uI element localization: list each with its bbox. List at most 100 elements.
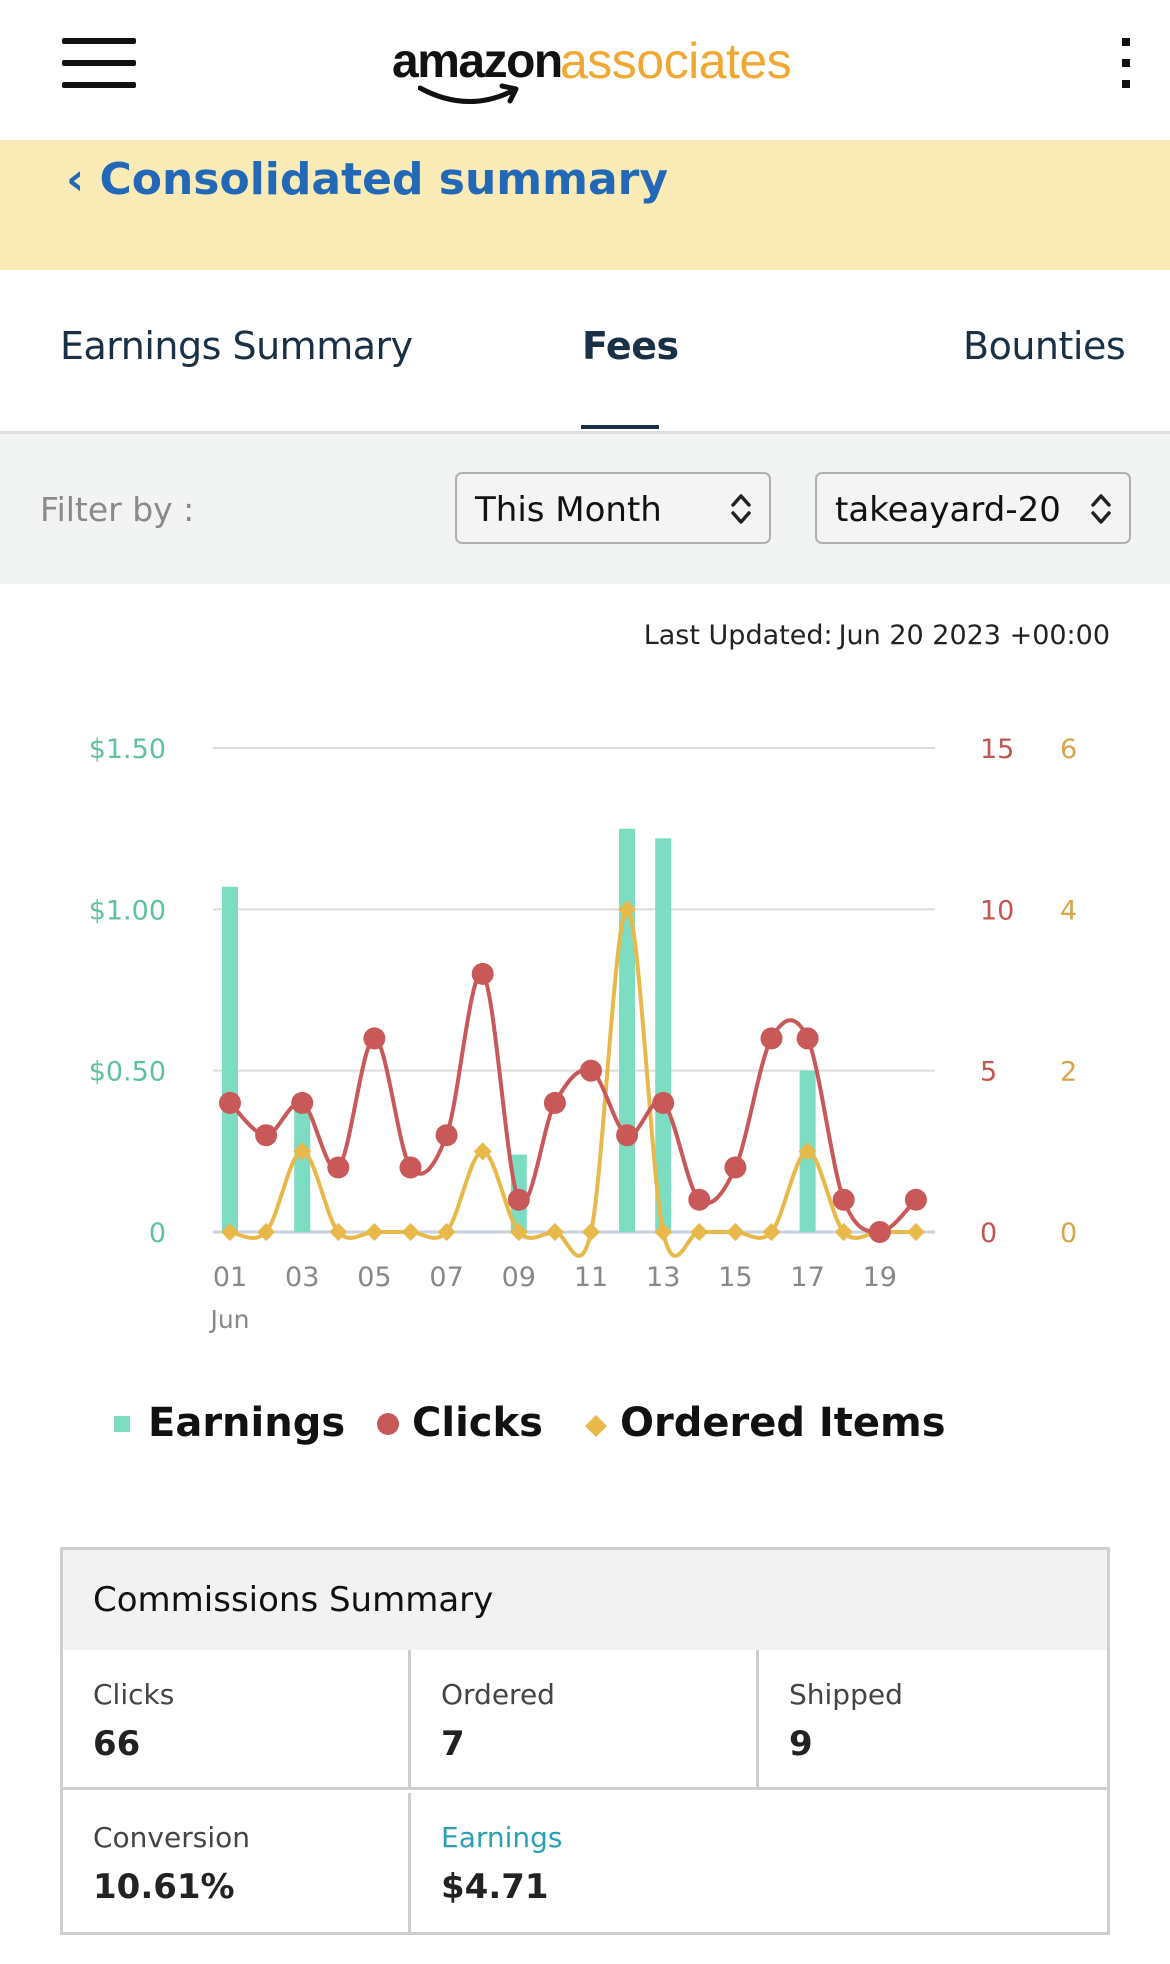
summary-conversion: Conversion 10.61% [63,1793,411,1933]
earnings-bar[interactable] [655,838,672,1232]
ordered-items-point[interactable] [329,1223,348,1241]
ordered-items-point[interactable] [257,1223,276,1241]
earnings-bar[interactable] [294,1106,311,1232]
clicks-point[interactable] [543,1091,566,1114]
summary-earnings: Earnings $4.71 [411,1793,759,1933]
clicks-point[interactable] [327,1156,350,1179]
tab-bounties[interactable]: Bounties [963,324,1126,368]
clicks-point[interactable] [652,1091,675,1114]
ordered-items-point[interactable] [401,1223,420,1241]
consolidated-summary-banner: ‹ Consolidated summary [0,140,1170,270]
ordered-items-point[interactable] [582,1223,600,1241]
last-updated-label: Last Updated: [643,620,833,651]
clicks-point[interactable] [255,1124,278,1147]
report-tabs: Earnings Summary Fees Bounties [0,270,1170,434]
clicks-point[interactable] [399,1156,422,1179]
clicks-point[interactable] [507,1188,530,1211]
clicks-point[interactable] [219,1091,241,1114]
summary-header: Commissions Summary [63,1550,1107,1650]
hamburger-icon[interactable] [62,38,136,88]
ordered-items-point[interactable] [221,1223,239,1241]
clicks-point[interactable] [688,1188,711,1211]
x-axis-tick-label: 17 [790,1262,824,1293]
clicks-value: 66 [93,1724,141,1764]
period-select-value: This Month [475,490,662,530]
ordered-items-point[interactable] [834,1223,853,1241]
earnings-bar[interactable] [619,828,636,1232]
clicks-point[interactable] [363,1027,386,1050]
updown-chevron-icon [731,494,751,524]
ordered-items-point[interactable] [762,1223,781,1241]
earnings-bar[interactable] [222,886,238,1232]
ordered-items-point[interactable] [726,1223,745,1241]
right-axis-clicks-tick-label: 5 [980,1057,997,1088]
x-axis-tick-label: 07 [429,1262,463,1293]
right-axis-ordered-tick-label: 4 [1060,895,1077,926]
tab-earnings-summary[interactable]: Earnings Summary [60,324,413,368]
ordered-items-point[interactable] [690,1223,709,1241]
square-marker-icon [114,1416,130,1432]
clicks-point[interactable] [471,962,494,985]
logo-associates-text: associates [560,33,792,89]
ordered-items-point[interactable] [365,1223,384,1241]
ordered-items-point[interactable] [509,1223,528,1241]
tracking-id-select-value: takeayard-20 [835,490,1061,530]
clicks-point[interactable] [435,1124,458,1147]
ordered-items-point[interactable] [473,1142,492,1161]
clicks-point[interactable] [832,1188,855,1211]
clicks-label: Clicks [93,1678,175,1711]
clicks-point[interactable] [868,1221,891,1243]
x-axis-tick-label: 11 [574,1262,608,1293]
legend-ordered-items-label: Ordered Items [620,1400,946,1446]
right-axis-clicks-tick-label: 15 [980,734,1014,765]
left-axis-tick-label: $1.50 [89,734,166,765]
left-axis-tick-label: $1.00 [89,895,166,926]
shipped-value: 9 [789,1724,813,1764]
filter-bar: Filter by : This Month takeayard-20 [0,434,1170,584]
ordered-items-point[interactable] [654,1223,673,1241]
clicks-point[interactable] [616,1124,639,1147]
more-options-icon[interactable] [1112,38,1138,92]
amazon-associates-logo[interactable]: amazon associates [392,30,792,110]
conversion-label: Conversion [93,1821,250,1854]
diamond-marker-icon [585,1415,607,1437]
clicks-point[interactable] [291,1091,314,1114]
x-axis-month-label: Jun [208,1305,249,1334]
clicks-point[interactable] [580,1059,602,1082]
clicks-point[interactable] [904,1188,927,1211]
ordered-items-point[interactable] [906,1223,925,1241]
right-axis-ordered-tick-label: 2 [1060,1057,1077,1088]
filter-label: Filter by : [40,490,195,529]
top-bar: amazon associates [0,0,1170,140]
right-axis-ordered-tick-label: 0 [1060,1218,1077,1249]
circle-marker-icon [377,1413,399,1435]
period-select[interactable]: This Month [455,472,771,544]
ordered-value: 7 [441,1724,465,1764]
right-axis-clicks-tick-label: 10 [980,895,1014,926]
ordered-items-point[interactable] [293,1142,312,1161]
ordered-items-point[interactable] [545,1223,564,1241]
left-axis-tick-label: $0.50 [89,1057,166,1088]
ordered-items-point[interactable] [618,900,637,919]
summary-shipped: Shipped 9 [759,1650,1107,1790]
fees-chart: 0 0 0 $0.50 5 2 $1.00 10 4 $1.50 15 6 01 03 05 07 09 11 13… [89,734,1077,1334]
shipped-label: Shipped [789,1678,903,1711]
updown-chevron-icon [1091,494,1111,524]
active-tab-indicator [581,425,659,429]
back-to-consolidated-summary-link[interactable]: ‹ Consolidated summary [66,154,669,205]
clicks-point[interactable] [760,1027,783,1050]
clicks-point[interactable] [796,1027,819,1050]
x-axis-tick-label: 15 [718,1262,752,1293]
ordered-items-point[interactable] [437,1223,456,1241]
right-axis-ordered-tick-label: 6 [1060,734,1077,765]
clicks-point[interactable] [724,1156,747,1179]
tracking-id-select[interactable]: takeayard-20 [815,472,1131,544]
summary-clicks: Clicks 66 [63,1650,411,1790]
right-axis-clicks-tick-label: 0 [980,1218,997,1249]
earnings-value: $4.71 [441,1867,549,1907]
ordered-items-point[interactable] [798,1142,817,1161]
tab-fees[interactable]: Fees [582,324,679,368]
summary-title: Commissions Summary [93,1580,494,1620]
earnings-link[interactable]: Earnings [441,1821,563,1854]
legend-earnings-label: Earnings [148,1400,346,1446]
